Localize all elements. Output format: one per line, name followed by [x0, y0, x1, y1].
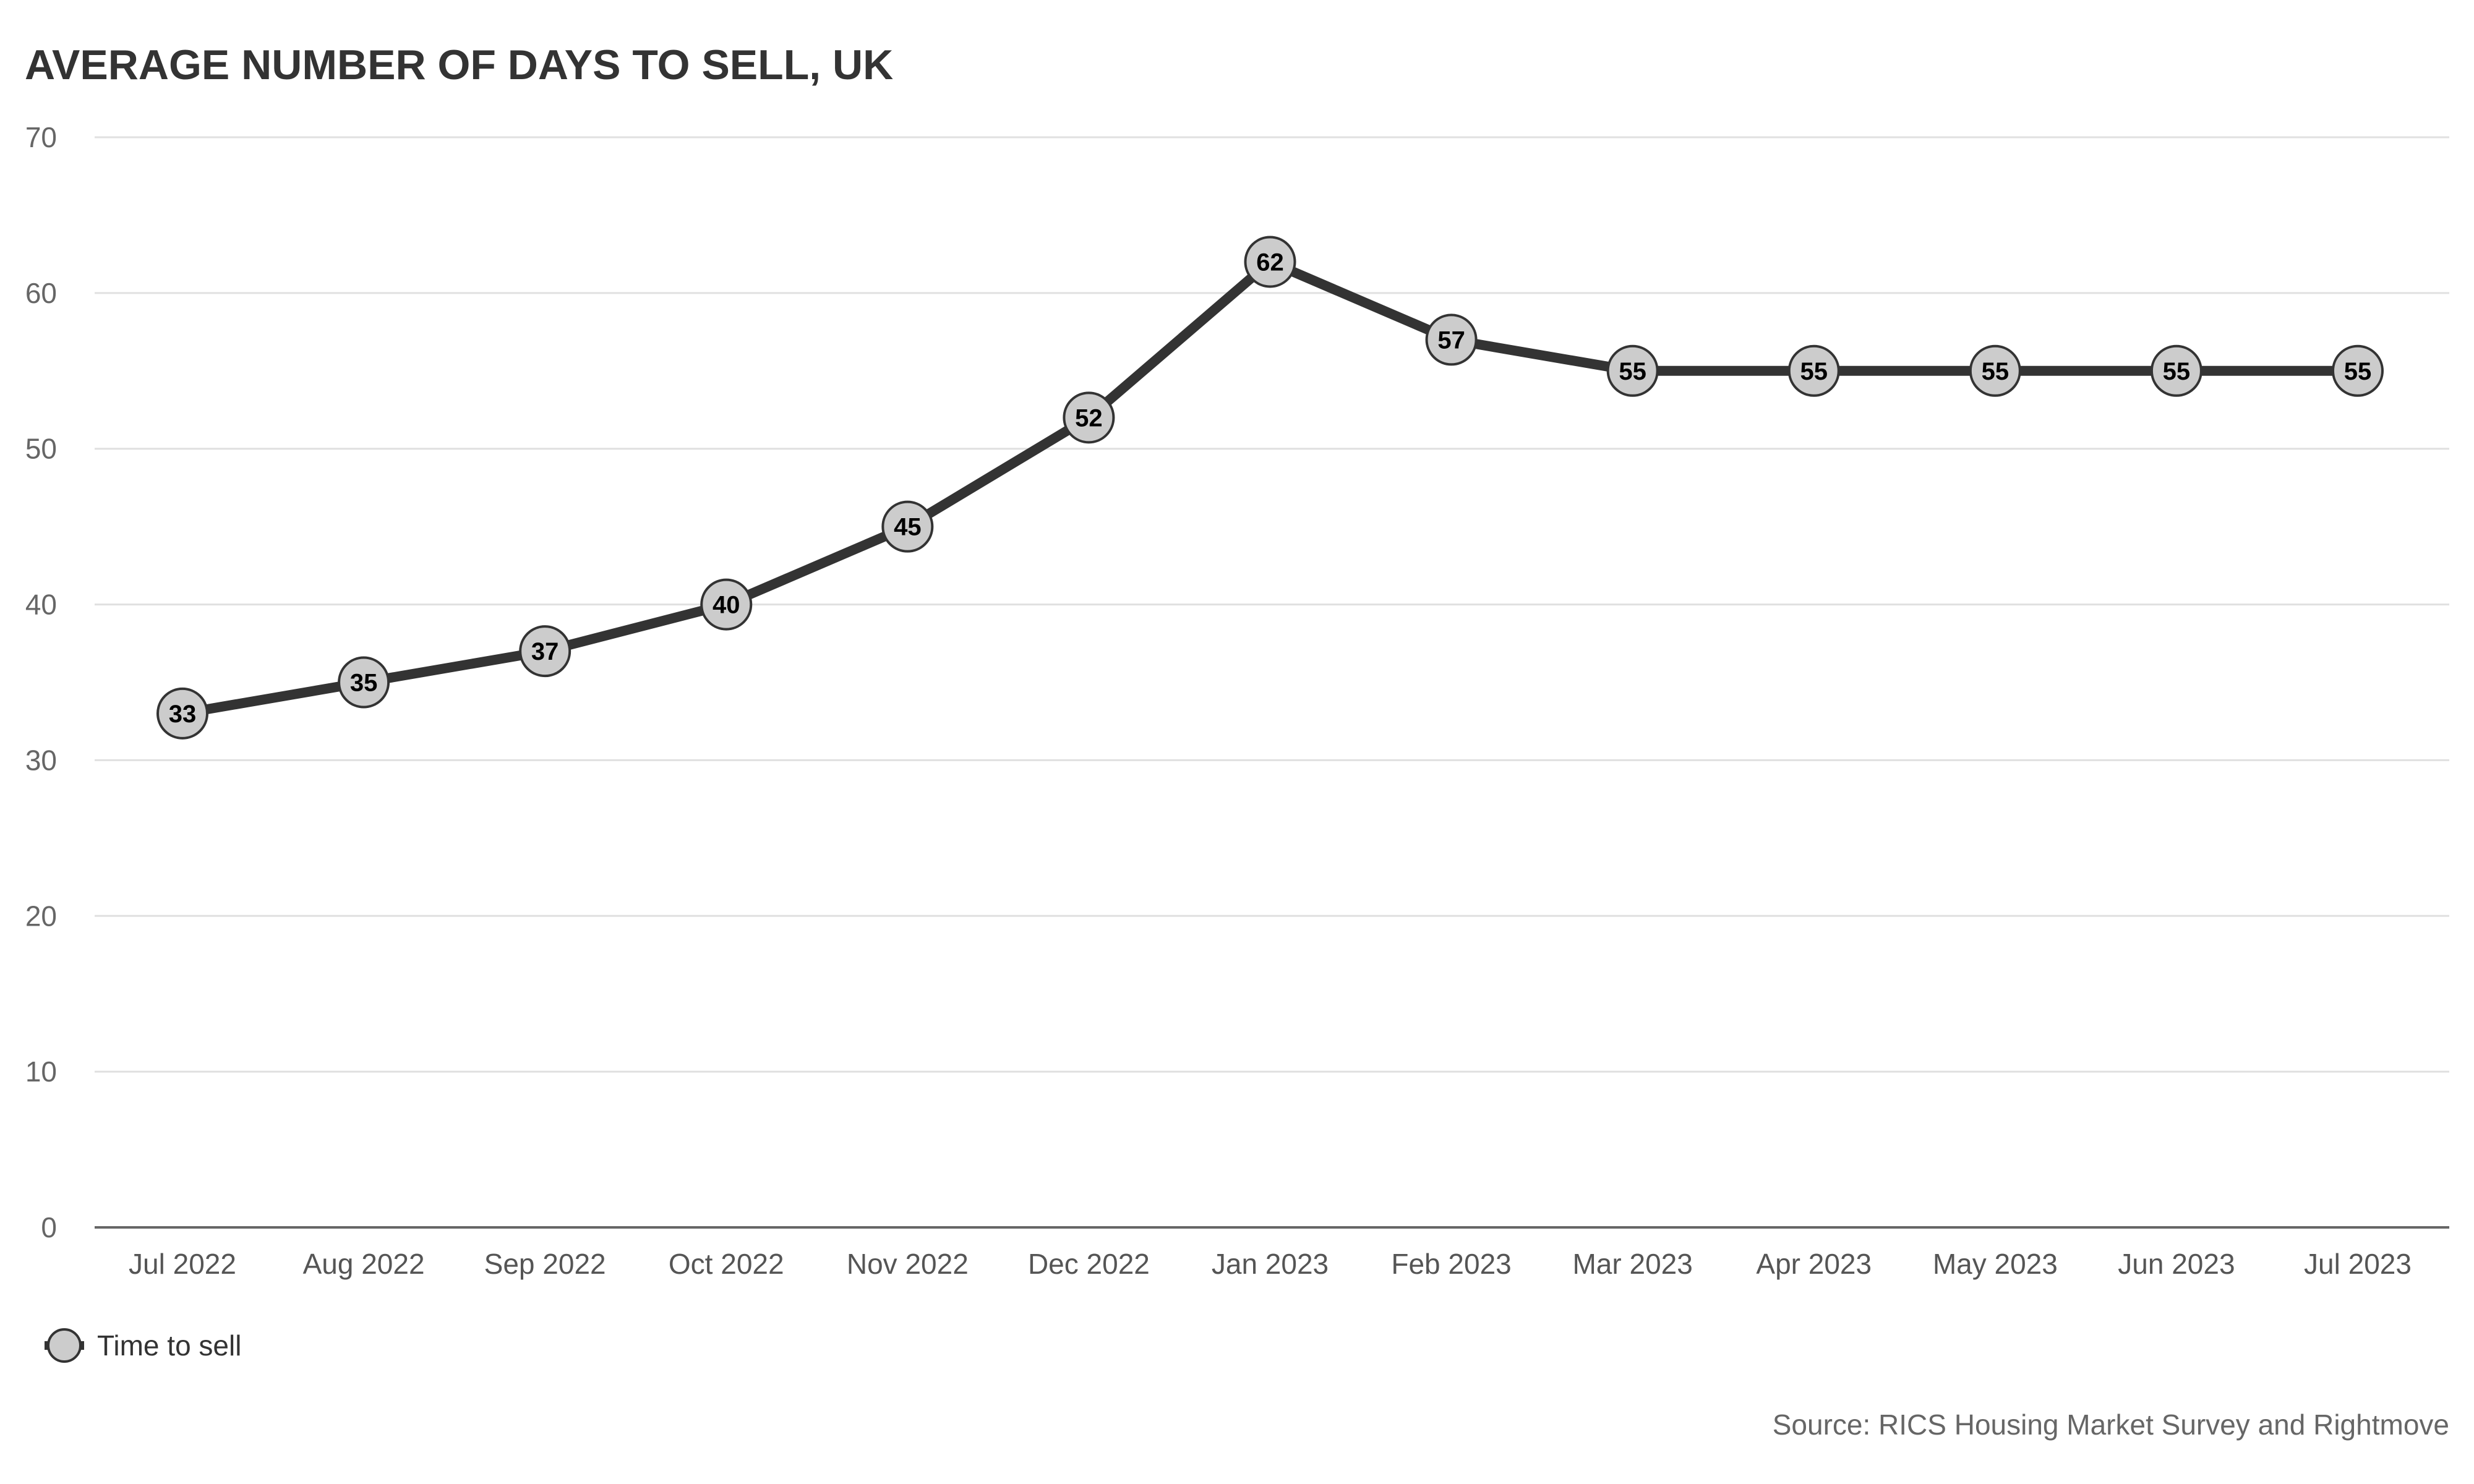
data-point-marker[interactable]: [519, 625, 571, 678]
y-tick-label: 50: [25, 433, 57, 465]
data-point-marker[interactable]: [156, 687, 208, 740]
y-tick-label: 10: [25, 1055, 57, 1088]
grid-lines: [95, 136, 2449, 1073]
x-tick-label: May 2023: [1933, 1248, 2058, 1280]
data-label: 52: [1075, 404, 1103, 432]
legend-marker-swatch: [47, 1328, 82, 1363]
y-tick-label: 20: [25, 900, 57, 932]
chart-title: AVERAGE NUMBER OF DAYS TO SELL, UK: [25, 41, 893, 88]
data-label: 33: [169, 701, 197, 728]
y-tick-label: 70: [25, 121, 57, 153]
x-axis-ticks: Jul 2022 Aug 2022 Sep 2022 Oct 2022 Nov 2022…: [129, 1248, 2412, 1280]
data-point-marker[interactable]: [881, 500, 934, 553]
data-point-marker[interactable]: [1606, 344, 1659, 397]
data-label: 55: [1982, 358, 2010, 385]
data-label: 55: [1800, 358, 1828, 385]
data-point-marker[interactable]: [1063, 391, 1115, 444]
y-tick-label: 60: [25, 277, 57, 309]
data-label: 45: [894, 514, 922, 541]
data-label: 55: [1619, 358, 1646, 385]
x-tick-label: Oct 2022: [669, 1248, 784, 1280]
x-tick-label: Jul 2023: [2304, 1248, 2412, 1280]
data-label: 57: [1437, 326, 1465, 354]
y-tick-label: 30: [25, 744, 57, 776]
x-tick-label: Jul 2022: [129, 1248, 236, 1280]
x-tick-label: Jun 2023: [2118, 1248, 2235, 1280]
data-label: 35: [350, 670, 378, 697]
data-point-marker[interactable]: [1969, 344, 2021, 397]
x-tick-label: Nov 2022: [847, 1248, 969, 1280]
legend-label: Time to sell: [97, 1329, 241, 1362]
legend[interactable]: Time to sell: [45, 1328, 241, 1363]
data-label: 37: [531, 638, 559, 665]
y-tick-label: 40: [25, 589, 57, 621]
x-tick-label: Dec 2022: [1028, 1248, 1150, 1280]
x-tick-label: Feb 2023: [1391, 1248, 1511, 1280]
data-point-marker[interactable]: [700, 578, 753, 631]
data-point-marker[interactable]: [2150, 344, 2202, 397]
x-tick-label: Sep 2022: [484, 1248, 606, 1280]
x-tick-label: Mar 2023: [1572, 1248, 1692, 1280]
data-point-marker[interactable]: [1244, 236, 1296, 288]
data-label: 55: [2163, 358, 2191, 385]
data-label: 40: [713, 592, 740, 619]
data-label: 62: [1256, 249, 1284, 276]
data-point-marker[interactable]: [1425, 313, 1478, 366]
series-line: [178, 257, 2363, 719]
series-time-to-sell: 33 35 37 40 45 52 62 57 55 55 55 55 55: [156, 236, 2384, 740]
x-tick-label: Jan 2023: [1212, 1248, 1329, 1280]
y-axis-ticks: 0 10 20 30 40 50 60 70: [25, 121, 57, 1243]
data-label: 55: [2344, 358, 2372, 385]
x-tick-label: Apr 2023: [1756, 1248, 1872, 1280]
source-note: Source: RICS Housing Market Survey and R…: [1773, 1409, 2449, 1441]
data-point-marker[interactable]: [1787, 344, 1840, 397]
y-tick-label: 0: [41, 1211, 57, 1243]
x-tick-label: Aug 2022: [303, 1248, 425, 1280]
data-point-marker[interactable]: [2332, 344, 2384, 397]
data-point-marker[interactable]: [338, 656, 390, 709]
